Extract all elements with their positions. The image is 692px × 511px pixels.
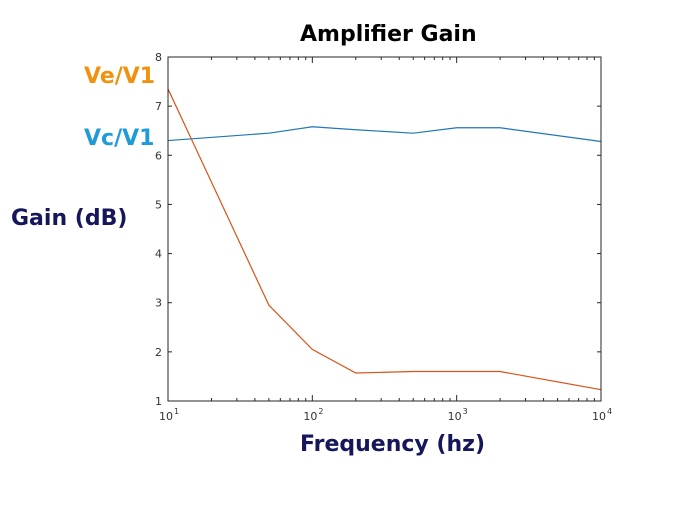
y-axis-label: Gain (dB) bbox=[11, 206, 128, 231]
plot-frame bbox=[167, 56, 602, 402]
series-line-ve-v1 bbox=[167, 88, 602, 391]
x-tick-exponent: 4 bbox=[607, 407, 612, 416]
chart-title: Amplifier Gain bbox=[300, 22, 477, 47]
x-axis-label: Frequency (hz) bbox=[300, 432, 486, 457]
y-tick-label: 8 bbox=[155, 51, 162, 64]
y-tick-label: 6 bbox=[155, 149, 162, 162]
series-lines bbox=[167, 88, 602, 391]
y-tick-label: 5 bbox=[155, 198, 162, 211]
x-tick-label: 10 bbox=[303, 410, 317, 423]
x-tick-exponent: 2 bbox=[318, 407, 323, 416]
y-tick-label: 2 bbox=[155, 346, 162, 359]
x-tick-label: 10 bbox=[592, 410, 606, 423]
x-tick-exponent: 3 bbox=[463, 407, 468, 416]
series-label-ve-v1: Ve/V1 bbox=[84, 64, 156, 89]
x-tick-exponent: 1 bbox=[174, 407, 179, 416]
y-tick-label: 3 bbox=[155, 297, 162, 310]
y-tick-label: 4 bbox=[155, 248, 162, 261]
x-tick-label: 10 bbox=[448, 410, 462, 423]
series-label-vc-v1: Vc/V1 bbox=[84, 126, 155, 151]
series-line-vc-v1 bbox=[167, 126, 602, 143]
y-tick-label: 7 bbox=[155, 100, 162, 113]
y-tick-label: 1 bbox=[155, 395, 162, 408]
x-tick-label: 10 bbox=[159, 410, 173, 423]
